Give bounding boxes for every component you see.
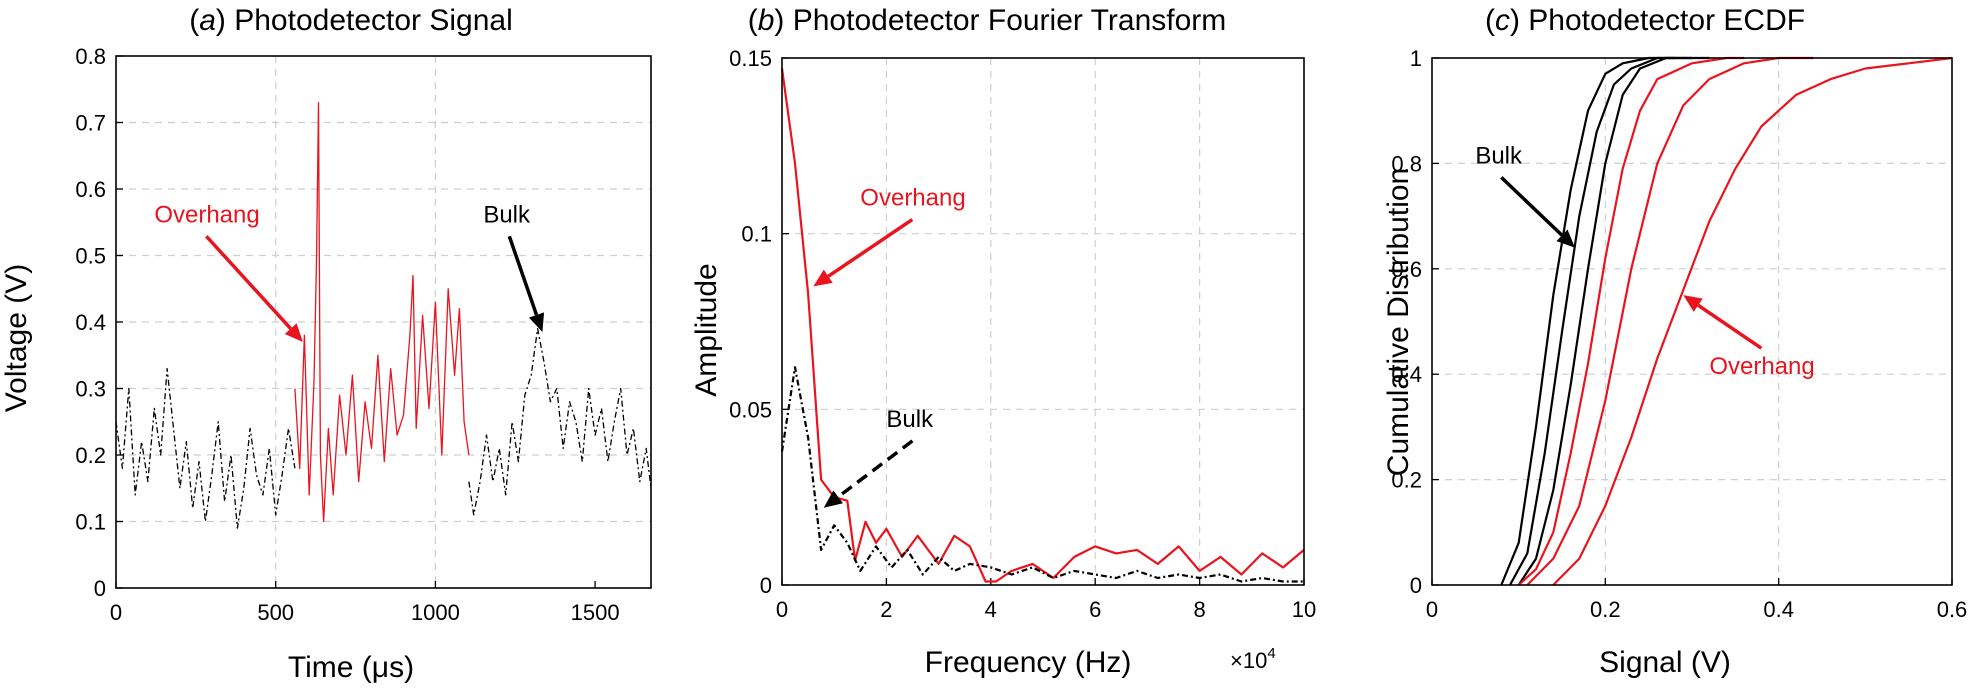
panel-a-ytick-label-1: 0.1 [75, 510, 106, 535]
panel-b-annotation-1: Bulk [886, 406, 934, 433]
panel-b-ylabel: Amplitude [690, 263, 723, 396]
panel-a-ytick-label-8: 0.8 [75, 44, 106, 69]
panel-a-series-overhang-1-0 [294, 101, 470, 523]
panel-b-x-multiplier: ×104 [1230, 645, 1276, 673]
panel-c-ticks: 0 0.2 0.4 0.6 0 0.2 0.4 0.6 0.8 1 [1391, 46, 1967, 622]
panel-a-title-text: Photodetector Signal [234, 4, 513, 37]
panel-a-letter: a [199, 4, 216, 37]
panel-b-x-multiplier-exp: 4 [1267, 645, 1275, 662]
panel-c-annotation-1: Overhang [1709, 353, 1814, 380]
panel-c-annotations: Bulk Overhang [1475, 142, 1814, 380]
panel-a-xtick-label-1: 500 [257, 600, 294, 625]
panel-b-series-bulk-1-0 [780, 366, 1304, 583]
panel-b-xtick-label-0: 0 [776, 597, 788, 622]
panel-a-annotation-arrow-1 [507, 235, 539, 316]
panel-a-ticks: 0 500 1000 1500 0 0.1 0.2 0.3 0.4 0.5 0.6 0.7 0.8 [75, 44, 619, 625]
panel-a-series [115, 101, 652, 529]
panel-c-ytick-label-0: 0 [1410, 573, 1422, 598]
panel-c: (c) Photodetector ECDF Signal (V) Cumula… [1382, 4, 1967, 679]
panel-b-annotation-0: Overhang [860, 185, 965, 212]
panel-a-annotation-arrowhead-0 [284, 323, 303, 342]
panel-c-ytick-label-4: 0.8 [1391, 151, 1422, 176]
panel-c-grid [1432, 58, 1952, 585]
panel-b-xtick-label-1: 2 [880, 597, 892, 622]
panel-b-xtick-label-4: 8 [1193, 597, 1205, 622]
panel-b-annotations: Overhang Bulk [813, 185, 966, 508]
panel-a-frame [115, 55, 652, 589]
panel-a-ytick-label-7: 0.7 [75, 111, 106, 136]
panel-c-title-text: Photodetector ECDF [1528, 4, 1805, 37]
panel-a-series-bulk-0-0 [115, 367, 296, 529]
panel-b-grid [782, 58, 1304, 585]
panel-c-series-bulk-1-0 [1509, 56, 1692, 586]
panel-b-xtick-label-3: 6 [1089, 597, 1101, 622]
panel-c-xtick-label-3: 0.6 [1937, 597, 1968, 622]
panel-c-annotation-arrow-0 [1500, 176, 1564, 237]
panel-a-xlabel: Time (μs) [288, 651, 414, 684]
panel-a-ylabel: Voltage (V) [0, 264, 33, 412]
panel-c-series [1500, 56, 1953, 586]
panel-a-xtick-label-3: 1500 [571, 600, 620, 625]
panel-a-title: (a) Photodetector Signal [189, 4, 513, 37]
panel-c-xtick-label-0: 0 [1426, 597, 1438, 622]
panel-c-series-bulk-2-0 [1517, 56, 1710, 586]
panel-b-frame [781, 57, 1305, 586]
panel-b-xlabel: Frequency (Hz) [925, 646, 1132, 679]
panel-b-annotation-arrow-1 [837, 439, 914, 499]
panel-a-annotation-arrow-0 [205, 235, 293, 330]
panel-c-xtick-label-2: 0.4 [1763, 597, 1794, 622]
panel-c-series-overhang-5-0 [1552, 56, 1953, 586]
panel-a-xtick-label-2: 1000 [411, 600, 460, 625]
panel-b-ytick-label-1: 0.05 [729, 397, 772, 422]
panel-c-series-overhang-3-0 [1517, 56, 1744, 586]
panel-b-title: (b) Photodetector Fourier Transform [748, 4, 1227, 37]
panel-b: (b) Photodetector Fourier Transform Freq… [690, 4, 1316, 679]
panel-c-annotation-arrow-1 [1697, 303, 1763, 350]
panel-b-xtick-label-5: 10 [1292, 597, 1316, 622]
panel-a-grid [116, 56, 651, 588]
panel-b-annotation-arrowhead-1 [823, 490, 843, 508]
panel-c-letter: c [1495, 4, 1510, 37]
panel-b-series [780, 68, 1305, 583]
panel-b-annotation-arrow-0 [827, 218, 914, 278]
panel-c-xtick-label-1: 0.2 [1590, 597, 1621, 622]
panel-a-ytick-label-5: 0.5 [75, 244, 106, 269]
panel-c-ylabel: Cumulative Distribution [1382, 168, 1415, 476]
panel-b-ticks: 0 2 4 6 8 10 0 0.05 0.1 0.15 [729, 46, 1316, 622]
panel-c-annotation-arrowhead-1 [1683, 295, 1703, 312]
panel-c-ytick-label-1: 0.2 [1391, 468, 1422, 493]
panel-a-ytick-label-0: 0 [94, 576, 106, 601]
panel-b-annotation-arrowhead-0 [813, 269, 833, 287]
panel-a-ytick-label-6: 0.6 [75, 177, 106, 202]
panel-b-x-multiplier-base: ×10 [1230, 648, 1267, 673]
panel-a-ytick-label-2: 0.2 [75, 443, 106, 468]
panel-b-title-text: Photodetector Fourier Transform [793, 4, 1227, 37]
panel-a-ytick-label-4: 0.4 [75, 310, 106, 335]
panel-c-annotation-arrowhead-0 [1556, 229, 1575, 248]
panel-c-ytick-label-2: 0.4 [1391, 362, 1422, 387]
panel-a-annotations: Overhang Bulk [154, 201, 545, 342]
panel-c-annotation-0: Bulk [1475, 142, 1523, 169]
panel-c-ytick-label-3: 0.6 [1391, 257, 1422, 282]
panel-c-ytick-label-5: 1 [1410, 46, 1422, 71]
panel-b-xtick-label-2: 4 [985, 597, 997, 622]
panel-c-frame [1431, 57, 1953, 586]
panel-b-ytick-label-2: 0.1 [741, 222, 772, 247]
panel-b-series-overhang-0-0 [780, 68, 1305, 583]
panel-c-title: (c) Photodetector ECDF [1485, 4, 1805, 37]
panel-b-letter: b [758, 4, 775, 37]
panel-c-series-bulk-0-0 [1500, 56, 1675, 586]
panel-a-xtick-label-0: 0 [110, 600, 122, 625]
panel-c-series-overhang-4-0 [1526, 56, 1814, 586]
panel-a-annotation-arrowhead-1 [528, 312, 545, 332]
panel-a-annotation-1: Bulk [483, 201, 531, 228]
panel-a-annotation-0: Overhang [154, 201, 259, 228]
panel-c-xlabel: Signal (V) [1599, 646, 1731, 679]
panel-a-series-bulk-0-1 [468, 328, 652, 516]
panel-b-ytick-label-3: 0.15 [729, 46, 772, 71]
panel-a: (a) Photodetector Signal Time (μs) Volta… [0, 4, 652, 684]
panel-b-ytick-label-0: 0 [760, 573, 772, 598]
panel-a-ytick-label-3: 0.3 [75, 377, 106, 402]
